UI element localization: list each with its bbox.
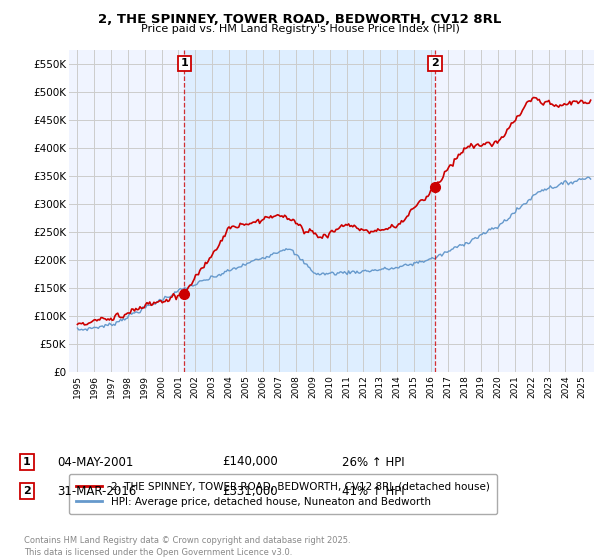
Text: 2: 2 xyxy=(431,58,439,68)
Text: 26% ↑ HPI: 26% ↑ HPI xyxy=(342,455,404,469)
Text: 31-MAR-2016: 31-MAR-2016 xyxy=(57,484,136,498)
Text: 1: 1 xyxy=(181,58,188,68)
Bar xyxy=(184,50,435,372)
Text: Contains HM Land Registry data © Crown copyright and database right 2025.
This d: Contains HM Land Registry data © Crown c… xyxy=(24,536,350,557)
Text: Price paid vs. HM Land Registry's House Price Index (HPI): Price paid vs. HM Land Registry's House … xyxy=(140,24,460,34)
Text: £331,000: £331,000 xyxy=(222,484,278,498)
Text: £140,000: £140,000 xyxy=(222,455,278,469)
Legend: 2, THE SPINNEY, TOWER ROAD, BEDWORTH, CV12 8RL (detached house), HPI: Average pr: 2, THE SPINNEY, TOWER ROAD, BEDWORTH, CV… xyxy=(69,474,497,514)
Text: 2, THE SPINNEY, TOWER ROAD, BEDWORTH, CV12 8RL: 2, THE SPINNEY, TOWER ROAD, BEDWORTH, CV… xyxy=(98,13,502,26)
Text: 1: 1 xyxy=(23,457,31,467)
Text: 41% ↑ HPI: 41% ↑ HPI xyxy=(342,484,404,498)
Text: 04-MAY-2001: 04-MAY-2001 xyxy=(57,455,133,469)
Text: 2: 2 xyxy=(23,486,31,496)
